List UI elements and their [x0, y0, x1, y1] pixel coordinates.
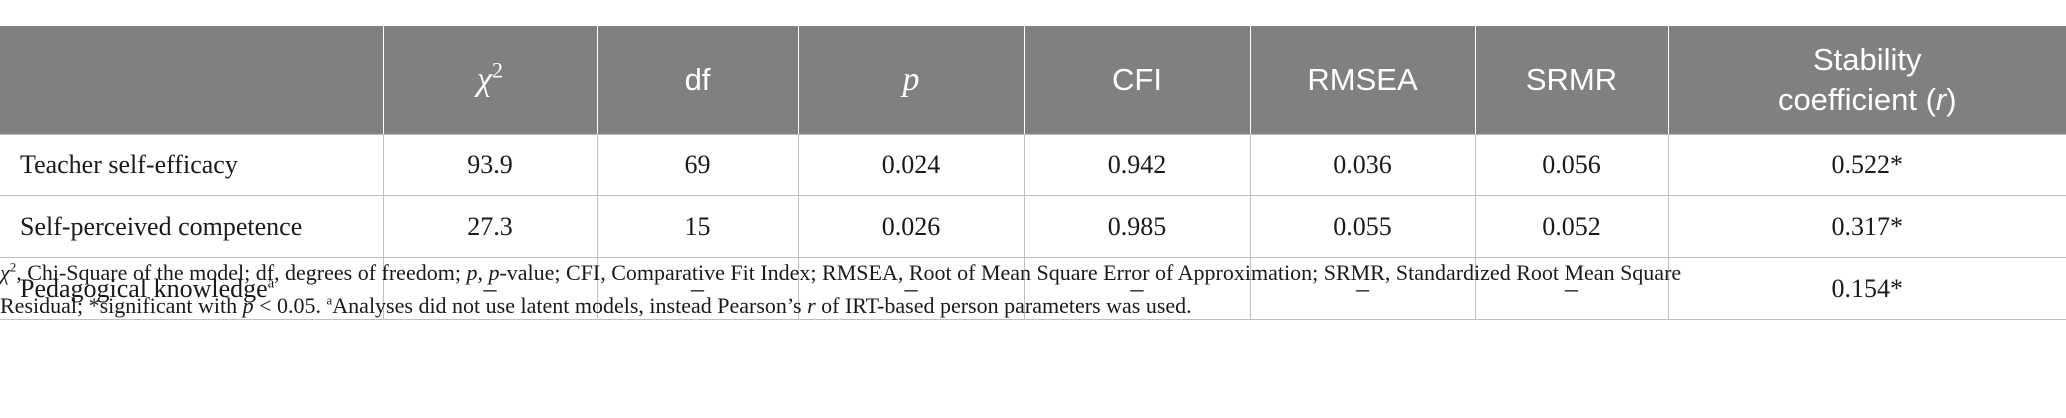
cell-df: 15	[597, 195, 799, 258]
cell-cfi: 0.985	[1024, 195, 1251, 258]
row-label-sup: a	[267, 274, 275, 291]
cell-r: 0.154*	[1668, 257, 2066, 320]
row-label: Self-perceived competence	[0, 195, 384, 258]
results-table-container: χ2 df p CFI RMSEA SRMR Stability coeffici…	[0, 26, 2066, 320]
header-rmsea: RMSEA	[1250, 26, 1476, 135]
cell-chi2: –	[383, 257, 598, 320]
cell-chi2: 93.9	[383, 134, 598, 196]
row-label: Teacher self-efficacy	[0, 134, 384, 196]
cell-rmsea: 0.036	[1250, 134, 1476, 196]
fn-r: r	[807, 293, 816, 318]
header-cfi: CFI	[1024, 26, 1251, 135]
header-srmr: SRMR	[1475, 26, 1669, 135]
cell-df: –	[597, 257, 799, 320]
cell-cfi: 0.942	[1024, 134, 1251, 196]
cell-cfi: –	[1024, 257, 1251, 320]
header-stability-line1: Stability	[1812, 42, 1922, 77]
header-row: χ2 df p CFI RMSEA SRMR Stability coeffici…	[0, 26, 2066, 135]
fn-text-1c: -value; CFI, Comparative Fit Index; RMSE…	[499, 260, 1682, 285]
table-row: Teacher self-efficacy 93.9 69 0.024 0.94…	[0, 134, 2066, 196]
cell-srmr: –	[1475, 257, 1669, 320]
fn-text-1a: , Chi-Square of the model; df, degrees o…	[16, 260, 467, 285]
fn-chi: χ	[0, 260, 10, 285]
header-empty	[0, 26, 384, 135]
header-stability-r: r	[1935, 82, 1947, 117]
header-chi-sup: 2	[491, 57, 503, 83]
fn-sup-a: a	[326, 292, 333, 308]
cell-rmsea: 0.055	[1250, 195, 1476, 258]
table-footnote: χ2, Chi-Square of the model; df, degrees…	[0, 256, 2050, 322]
cell-srmr: 0.052	[1475, 195, 1669, 258]
header-p: p	[798, 26, 1025, 135]
footnote-line-2: Residual; *significant with p < 0.05. aA…	[0, 289, 2050, 322]
cell-p: 0.024	[798, 134, 1025, 196]
header-stability: Stability coefficient (r)	[1668, 26, 2066, 135]
header-df: df	[597, 26, 799, 135]
table-row: Self-perceived competence 27.3 15 0.026 …	[0, 195, 2066, 258]
cell-chi2: 27.3	[383, 195, 598, 258]
fn-text-1b: ,	[477, 260, 489, 285]
cell-p: 0.026	[798, 195, 1025, 258]
cell-r: 0.522*	[1668, 134, 2066, 196]
header-chi-symbol: χ	[477, 61, 492, 98]
cell-p: –	[798, 257, 1025, 320]
fn-text-2b: < 0.05.	[253, 293, 327, 318]
cell-rmsea: –	[1250, 257, 1476, 320]
header-stability-line2-prefix: coefficient (	[1777, 82, 1936, 117]
cell-r: 0.317*	[1668, 195, 2066, 258]
model-fit-table: χ2 df p CFI RMSEA SRMR Stability coeffici…	[0, 26, 2066, 320]
row-label: Pedagogical knowledgea	[0, 257, 384, 320]
fn-p-1: p	[466, 260, 478, 285]
row-label-text: Pedagogical knowledge	[20, 273, 268, 303]
fn-p-2: p	[488, 260, 500, 285]
header-chi-square: χ2	[383, 26, 598, 135]
table-row: Pedagogical knowledgea – – – – – – 0.154…	[0, 257, 2066, 320]
fn-p-3: p	[242, 293, 254, 318]
fn-text-2a: Residual; *significant with	[0, 293, 243, 318]
cell-srmr: 0.056	[1475, 134, 1669, 196]
fn-text-2c: Analyses did not use latent models, inst…	[332, 293, 808, 318]
cell-df: 69	[597, 134, 799, 196]
header-stability-line2-suffix: )	[1946, 82, 1957, 117]
fn-chi-sup: 2	[9, 259, 17, 275]
fn-text-2d: of IRT-based person parameters was used.	[815, 293, 1192, 318]
footnote-line-1: χ2, Chi-Square of the model; df, degrees…	[0, 256, 2050, 289]
